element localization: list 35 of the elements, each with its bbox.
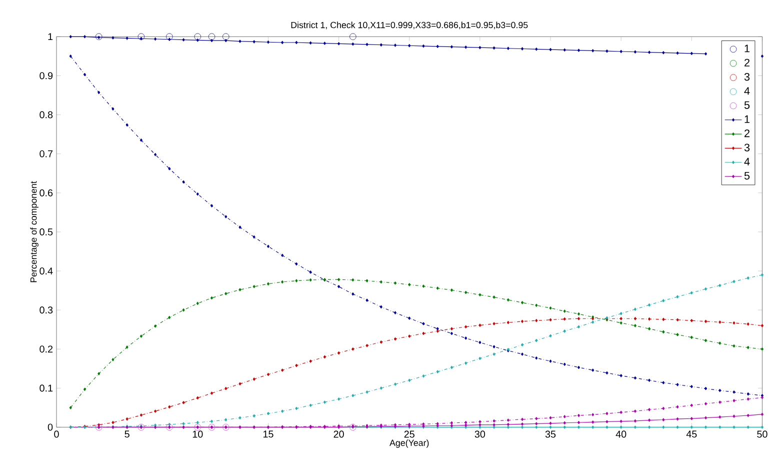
legend-label: 1 bbox=[744, 44, 750, 52]
x-tick-label: 15 bbox=[263, 430, 274, 438]
legend-label: 5 bbox=[744, 172, 750, 180]
y-axis-title: Percentage of component bbox=[30, 181, 38, 282]
y-tick-label: 0.2 bbox=[40, 346, 53, 353]
legend-label: 3 bbox=[744, 73, 750, 81]
y-tick-label: 0.1 bbox=[40, 384, 53, 392]
y-tick-label: 0.6 bbox=[40, 189, 53, 196]
legend-label: 5 bbox=[744, 101, 750, 109]
chart-title: District 1, Check 10,X11=0.999,X33=0.686,b1=0.95,b3=0.95 bbox=[291, 22, 528, 30]
x-tick-label: 25 bbox=[404, 430, 414, 438]
y-tick-label: 0 bbox=[48, 424, 53, 431]
x-axis-title: Age(Year) bbox=[390, 440, 429, 448]
x-tick-label: 30 bbox=[474, 430, 486, 438]
y-tick-label: 1 bbox=[48, 33, 53, 40]
legend-label: 3 bbox=[744, 144, 750, 152]
legend-label: 1 bbox=[744, 115, 750, 123]
legend-label: 2 bbox=[744, 58, 750, 66]
x-tick-label: 50 bbox=[757, 430, 768, 438]
x-tick-label: 35 bbox=[545, 430, 556, 438]
y-tick-label: 0.4 bbox=[40, 268, 53, 275]
x-tick-label: 0 bbox=[54, 430, 59, 438]
y-tick-label: 0.7 bbox=[40, 150, 53, 158]
legend-label: 4 bbox=[744, 158, 750, 166]
x-tick-label: 5 bbox=[124, 430, 130, 438]
legend-label: 2 bbox=[744, 130, 750, 138]
x-tick-label: 20 bbox=[334, 430, 344, 438]
x-tick-label: 10 bbox=[192, 430, 203, 438]
legend-label: 4 bbox=[744, 87, 750, 95]
y-tick-label: 0.5 bbox=[40, 228, 53, 236]
x-tick-label: 45 bbox=[686, 430, 697, 438]
y-tick-label: 0.9 bbox=[40, 72, 53, 80]
x-tick-label: 40 bbox=[616, 430, 626, 438]
y-tick-label: 0.8 bbox=[40, 111, 53, 118]
y-tick-label: 0.3 bbox=[40, 306, 53, 314]
